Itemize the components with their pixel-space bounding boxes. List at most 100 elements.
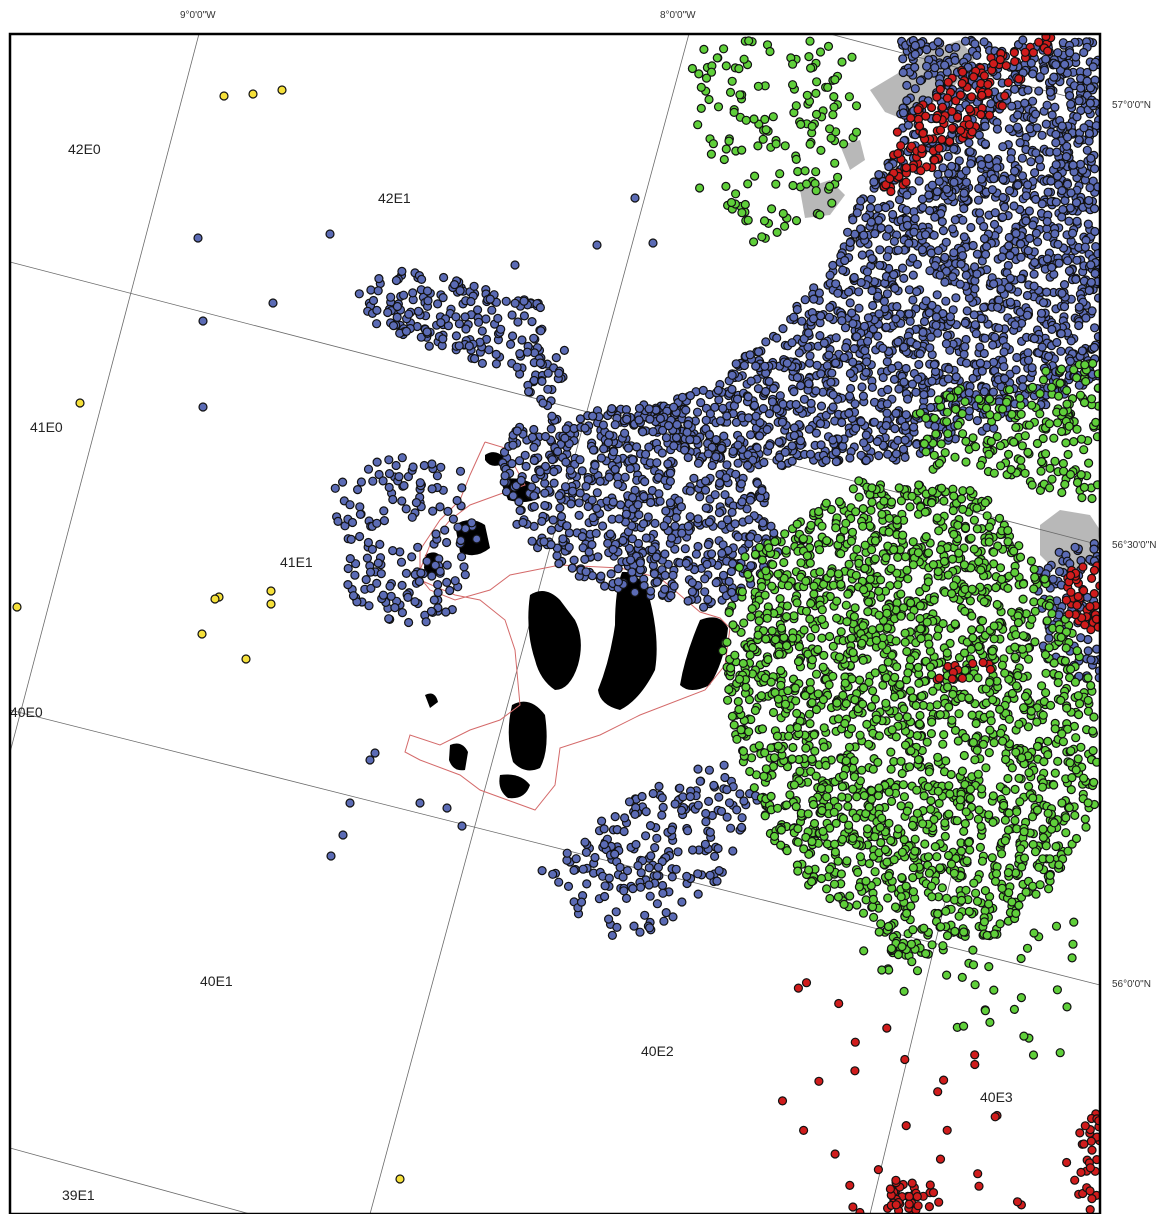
blue-point	[899, 342, 909, 352]
blue-point	[571, 854, 581, 864]
green-point	[841, 600, 851, 610]
green-point	[1083, 458, 1094, 468]
green-point	[1009, 437, 1019, 447]
blue-point	[552, 551, 562, 561]
blue-point	[527, 317, 537, 327]
blue-point	[940, 277, 950, 287]
blue-point	[384, 614, 394, 624]
blue-point	[714, 865, 724, 876]
green-point	[1060, 479, 1070, 489]
blue-point	[845, 237, 855, 248]
blue-point	[558, 534, 568, 544]
green-point	[779, 221, 790, 231]
blue-point	[753, 347, 764, 357]
blue-point	[372, 305, 382, 315]
blue-point	[607, 930, 618, 941]
blue-point	[974, 208, 985, 218]
blue-point	[942, 184, 952, 194]
blue-point	[1009, 166, 1020, 176]
blue-point	[345, 553, 355, 564]
green-point	[921, 447, 931, 457]
green-point	[858, 908, 869, 918]
blue-point	[754, 431, 765, 441]
blue-point	[608, 497, 618, 507]
blue-point	[1057, 212, 1067, 222]
blue-point	[840, 255, 850, 266]
blue-point	[539, 537, 549, 547]
green-point	[713, 102, 724, 112]
blue-point	[938, 163, 948, 173]
blue-point	[442, 560, 452, 570]
green-point	[1064, 421, 1074, 431]
green-point	[941, 756, 951, 766]
blue-point	[824, 350, 834, 360]
blue-point	[795, 436, 806, 446]
blue-point	[815, 331, 825, 341]
blue-point	[1051, 138, 1061, 148]
green-point	[942, 417, 952, 427]
blue-point	[1070, 542, 1080, 552]
blue-point	[268, 298, 278, 308]
blue-point	[929, 360, 940, 370]
blue-point	[1090, 226, 1100, 237]
blue-point	[1093, 249, 1100, 259]
blue-point	[958, 215, 968, 225]
blue-point	[685, 791, 695, 802]
blue-point	[611, 907, 621, 917]
blue-point	[620, 472, 630, 482]
blue-point	[574, 498, 584, 508]
blue-point	[865, 203, 876, 213]
blue-point	[876, 223, 886, 233]
blue-point	[841, 342, 851, 353]
green-point	[1029, 564, 1039, 574]
blue-point	[386, 292, 396, 302]
green-point	[1041, 366, 1051, 376]
blue-point	[562, 521, 572, 531]
green-point	[1080, 360, 1090, 370]
blue-point	[663, 421, 674, 431]
blue-point	[1086, 260, 1096, 270]
blue-point	[373, 286, 383, 296]
blue-point	[693, 514, 703, 524]
green-point	[721, 144, 731, 154]
blue-point	[460, 312, 470, 322]
green-point	[800, 166, 810, 176]
blue-point	[537, 865, 547, 876]
green-point	[960, 397, 970, 407]
green-point	[1072, 477, 1083, 488]
blue-point	[403, 592, 413, 603]
blue-point	[824, 312, 835, 322]
blue-point	[727, 370, 737, 380]
green-point	[1024, 420, 1034, 430]
blue-point	[737, 497, 747, 507]
blue-point	[831, 447, 841, 457]
green-point	[904, 762, 915, 772]
green-point	[743, 215, 753, 225]
blue-point	[948, 272, 958, 282]
green-point	[739, 54, 749, 64]
blue-point	[661, 506, 671, 516]
blue-point	[372, 518, 382, 528]
blue-point	[996, 284, 1006, 294]
blue-point	[652, 458, 662, 468]
blue-point	[383, 307, 393, 318]
green-point	[1049, 433, 1059, 443]
blue-point	[695, 776, 705, 786]
blue-point	[727, 384, 737, 394]
blue-point	[714, 792, 724, 802]
blue-point	[639, 580, 649, 591]
blue-point	[527, 482, 537, 492]
blue-point	[904, 309, 914, 319]
blue-point	[610, 464, 620, 474]
blue-point	[408, 462, 418, 472]
blue-point	[491, 359, 501, 369]
blue-point	[1054, 566, 1065, 577]
blue-point	[979, 348, 989, 359]
blue-point	[677, 392, 688, 402]
blue-point	[891, 314, 901, 324]
blue-point	[644, 880, 654, 890]
blue-point	[887, 363, 897, 373]
green-point	[726, 197, 737, 208]
blue-point	[660, 549, 670, 559]
